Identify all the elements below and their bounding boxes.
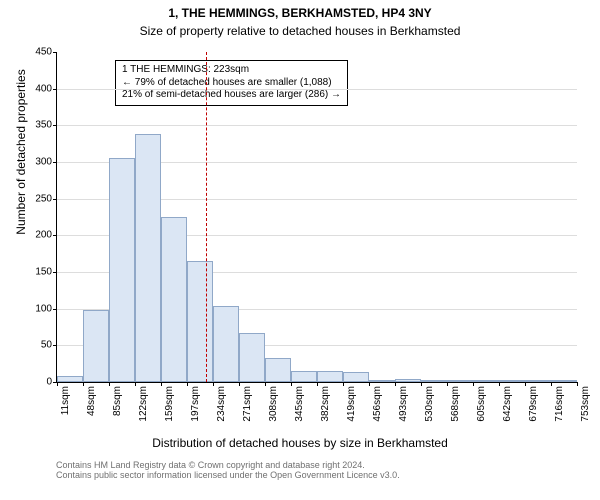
xtick-mark (239, 382, 240, 386)
histogram-bar (187, 261, 213, 382)
annotation-line1: 1 THE HEMMINGS: 223sqm (122, 64, 341, 77)
xtick-mark (57, 382, 58, 386)
xtick-label: 605sqm (476, 382, 487, 422)
xtick-label: 197sqm (190, 382, 201, 422)
xtick-mark (83, 382, 84, 386)
xtick-mark (135, 382, 136, 386)
ytick-label: 150 (35, 267, 57, 278)
chart-title-line2: Size of property relative to detached ho… (0, 24, 600, 38)
reference-line (206, 52, 207, 382)
annotation-line3: 21% of semi-detached houses are larger (… (122, 89, 341, 102)
ytick-label: 350 (35, 120, 57, 131)
xtick-mark (291, 382, 292, 386)
ytick-label: 100 (35, 303, 57, 314)
xtick-mark (187, 382, 188, 386)
annotation-box: 1 THE HEMMINGS: 223sqm ← 79% of detached… (115, 60, 348, 106)
annotation-line2: ← 79% of detached houses are smaller (1,… (122, 77, 341, 90)
xtick-mark (369, 382, 370, 386)
gridline (57, 125, 577, 126)
xtick-mark (473, 382, 474, 386)
xtick-mark (161, 382, 162, 386)
xtick-mark (317, 382, 318, 386)
xtick-mark (577, 382, 578, 386)
xtick-label: 419sqm (346, 382, 357, 422)
histogram-bar (135, 134, 161, 382)
histogram-bar (265, 358, 291, 382)
xtick-mark (551, 382, 552, 386)
xtick-mark (213, 382, 214, 386)
histogram-bar (291, 371, 317, 382)
xtick-label: 345sqm (294, 382, 305, 422)
histogram-bar (343, 372, 369, 382)
ytick-label: 300 (35, 157, 57, 168)
histogram-bar (83, 310, 109, 382)
xtick-mark (343, 382, 344, 386)
plot-area: 1 THE HEMMINGS: 223sqm ← 79% of detached… (56, 52, 577, 383)
histogram-bar (213, 306, 239, 382)
xtick-label: 530sqm (424, 382, 435, 422)
x-axis-label: Distribution of detached houses by size … (0, 436, 600, 450)
footer: Contains HM Land Registry data © Crown c… (56, 460, 400, 480)
y-axis-label: Number of detached properties (14, 0, 28, 317)
ytick-label: 400 (35, 83, 57, 94)
xtick-label: 271sqm (242, 382, 253, 422)
histogram-bar (317, 371, 343, 382)
ytick-label: 200 (35, 230, 57, 241)
histogram-bar (109, 158, 135, 382)
histogram-bar (161, 217, 187, 382)
xtick-label: 85sqm (112, 382, 123, 416)
xtick-label: 234sqm (216, 382, 227, 422)
ytick-label: 0 (46, 377, 57, 388)
chart-container: 1, THE HEMMINGS, BERKHAMSTED, HP4 3NY Si… (0, 0, 600, 500)
footer-line1: Contains HM Land Registry data © Crown c… (56, 460, 400, 470)
ytick-label: 450 (35, 47, 57, 58)
ytick-label: 50 (41, 340, 57, 351)
xtick-label: 382sqm (320, 382, 331, 422)
xtick-mark (421, 382, 422, 386)
xtick-mark (525, 382, 526, 386)
xtick-label: 753sqm (580, 382, 591, 422)
xtick-label: 716sqm (554, 382, 565, 422)
xtick-label: 493sqm (398, 382, 409, 422)
xtick-mark (447, 382, 448, 386)
xtick-label: 159sqm (164, 382, 175, 422)
xtick-label: 11sqm (60, 382, 71, 415)
xtick-label: 568sqm (450, 382, 461, 422)
footer-line2: Contains public sector information licen… (56, 470, 400, 480)
ytick-label: 250 (35, 193, 57, 204)
xtick-label: 642sqm (502, 382, 513, 422)
xtick-label: 456sqm (372, 382, 383, 422)
xtick-label: 48sqm (86, 382, 97, 416)
xtick-label: 122sqm (138, 382, 149, 422)
xtick-mark (395, 382, 396, 386)
xtick-mark (265, 382, 266, 386)
gridline (57, 89, 577, 90)
xtick-label: 308sqm (268, 382, 279, 422)
xtick-label: 679sqm (528, 382, 539, 422)
histogram-bar (239, 333, 265, 382)
chart-title-line1: 1, THE HEMMINGS, BERKHAMSTED, HP4 3NY (0, 6, 600, 20)
xtick-mark (109, 382, 110, 386)
xtick-mark (499, 382, 500, 386)
